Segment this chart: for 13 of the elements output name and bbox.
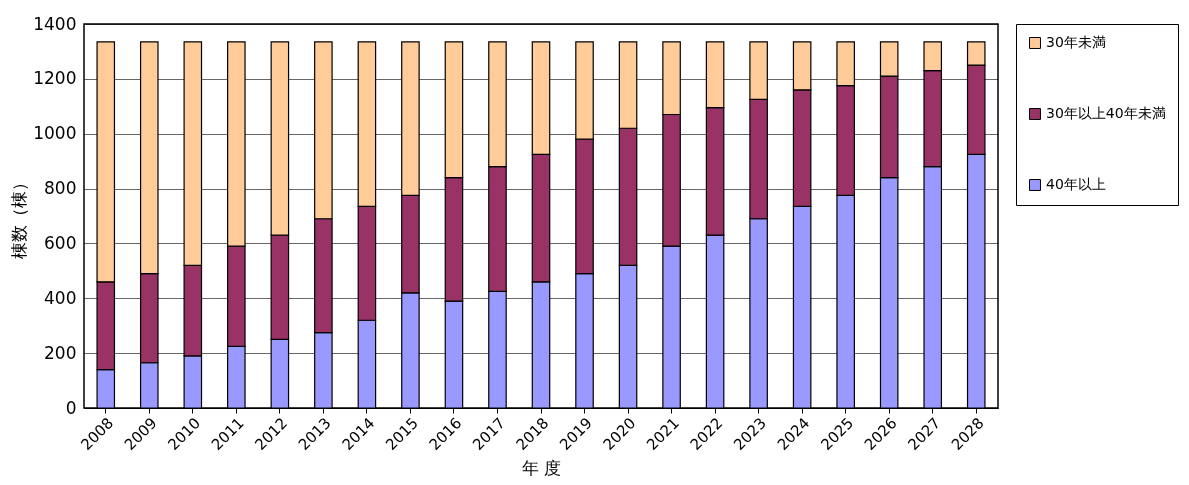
legend-label: 30年未満 [1046,34,1106,50]
y-tick-label: 1000 [33,123,77,144]
y-tick-label: 0 [65,397,77,418]
y-tick-label: 200 [44,342,77,363]
y-tick-label: 400 [44,287,77,308]
y-tick-label: 1200 [33,68,77,89]
y-axis-title: 棟数（棟） [9,174,30,259]
x-axis-title: 年 度 [521,458,562,479]
y-tick-label: 800 [44,178,77,199]
y-tick-label: 1400 [33,13,77,34]
legend-label: 30年以上40年未満 [1046,105,1166,121]
y-tick-label: 600 [44,232,77,253]
legend-label: 40年以上 [1046,176,1106,192]
